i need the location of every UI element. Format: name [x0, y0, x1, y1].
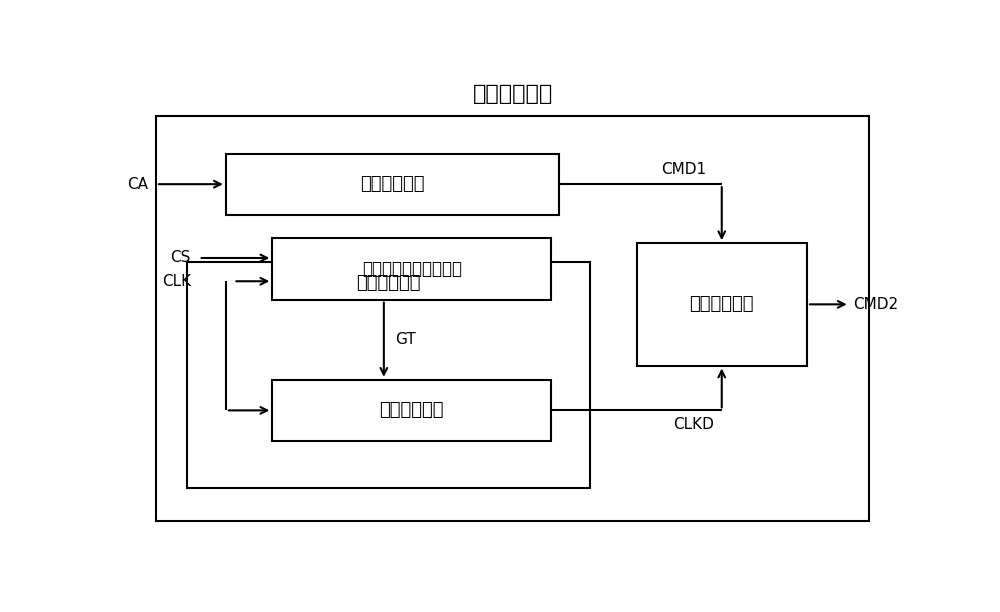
Text: CMD1: CMD1	[661, 162, 706, 177]
Bar	[187, 262, 590, 488]
Text: CA: CA	[127, 177, 148, 192]
Bar	[156, 116, 869, 521]
Text: 时钟控制电路: 时钟控制电路	[380, 401, 444, 419]
Text: CMD2: CMD2	[854, 297, 899, 312]
Text: GT: GT	[395, 332, 416, 347]
Text: 时钟控制信号生成电路: 时钟控制信号生成电路	[362, 260, 462, 278]
Text: CLKD: CLKD	[673, 417, 714, 433]
Bar	[637, 243, 807, 365]
Bar	[272, 238, 551, 300]
Text: 命令处理电路: 命令处理电路	[360, 175, 425, 193]
Bar	[272, 379, 551, 441]
Text: CS: CS	[170, 250, 191, 266]
Bar	[226, 154, 559, 215]
Text: 命令采样电路: 命令采样电路	[690, 296, 754, 313]
Text: 信号处理电路: 信号处理电路	[472, 84, 553, 104]
Text: 时钟处理电路: 时钟处理电路	[356, 274, 421, 292]
Text: CLK: CLK	[162, 274, 191, 289]
